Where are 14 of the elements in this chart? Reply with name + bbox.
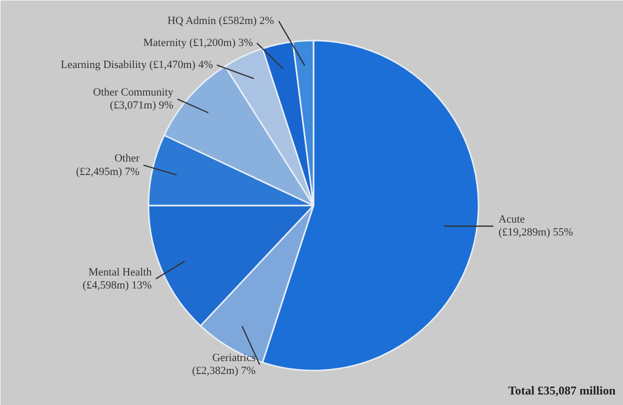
slice-label: Learning Disability (£1,470m) 4% xyxy=(60,59,213,72)
text: Total £35,087 million xyxy=(508,384,616,398)
slice-label: Geriatrics xyxy=(212,352,256,364)
data-label: (£3,071m) 9% xyxy=(110,100,174,112)
slice-label: HQ Admin (£582m) 2% xyxy=(167,15,274,28)
data-label: (£4,598m) 13% xyxy=(82,279,152,292)
data-label: (£2,495m) 7% xyxy=(76,166,140,178)
slice-label: Acute xyxy=(498,214,525,226)
slice-label: Other Community xyxy=(93,86,174,98)
slice-label: Other xyxy=(114,152,140,165)
data-label: (£2,382m) 7% xyxy=(192,365,256,378)
slice-label: Maternity (£1,200m) 3% xyxy=(143,37,253,50)
data-label: (£19,289m) 55% xyxy=(498,226,574,239)
slice-label: Mental Health xyxy=(88,266,152,278)
